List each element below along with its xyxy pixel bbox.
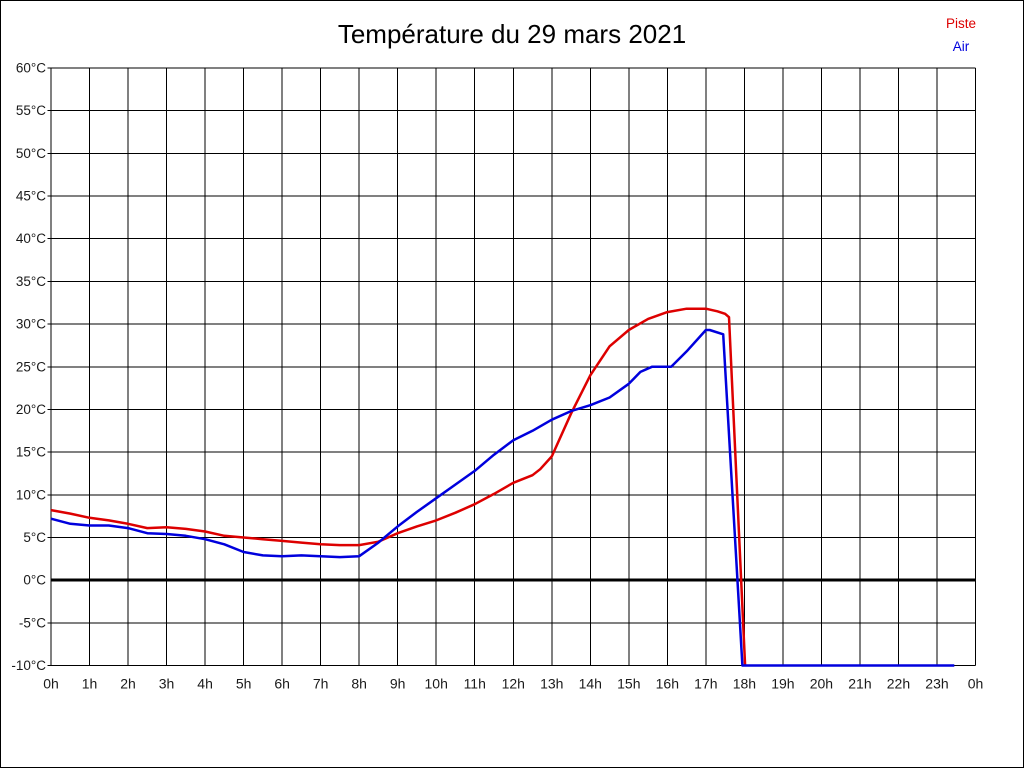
x-tick-label: 12h <box>502 676 525 692</box>
x-tick-label: 6h <box>274 676 290 692</box>
air-line <box>50 328 955 667</box>
y-tick-label: 45°C <box>16 189 46 204</box>
grid-lines <box>47 67 976 666</box>
y-tick-label: 10°C <box>16 487 46 502</box>
y-tick-label: 35°C <box>16 274 46 289</box>
x-tick-label: 8h <box>351 676 367 692</box>
x-tick-label: 3h <box>159 676 175 692</box>
y-tick-label: -10°C <box>11 658 46 673</box>
y-tick-label: 20°C <box>16 402 46 417</box>
x-tick-label: 21h <box>848 676 871 692</box>
x-tick-label: 23h <box>925 676 948 692</box>
x-tick-label: 17h <box>694 676 717 692</box>
x-tick-label: 2h <box>120 676 136 692</box>
y-tick-label: 15°C <box>16 445 46 460</box>
y-tick-label: -5°C <box>19 615 46 630</box>
y-tick-label: 60°C <box>16 61 46 76</box>
x-tick-label: 11h <box>464 676 486 692</box>
y-axis-labels: -10°C -5°C 0°C 5°C 10°C 15°C 20°C 25°C 30°C 35°C 4… <box>11 61 46 674</box>
y-tick-label: 30°C <box>16 317 46 332</box>
x-tick-label: 19h <box>771 676 794 692</box>
y-tick-label: 50°C <box>16 146 46 161</box>
x-tick-label: 14h <box>579 676 602 692</box>
x-tick-label: 22h <box>887 676 910 692</box>
x-tick-label: 7h <box>313 676 329 692</box>
y-tick-label: 5°C <box>23 530 46 545</box>
x-axis-labels: 0h 1h 2h 3h 4h 5h 6h 7h 8h 9h 10h 11h 12h 13h 14h 15h 16… <box>43 676 983 692</box>
x-tick-label: 0h <box>968 676 984 692</box>
x-tick-label: 18h <box>733 676 756 692</box>
y-tick-label: 25°C <box>16 359 46 374</box>
x-tick-label: 20h <box>810 676 833 692</box>
x-tick-label: 9h <box>390 676 406 692</box>
x-tick-label: 10h <box>425 676 448 692</box>
x-tick-label: 15h <box>617 676 640 692</box>
x-tick-label: 1h <box>82 676 98 692</box>
x-tick-label: 5h <box>236 676 252 692</box>
x-tick-label: 16h <box>656 676 679 692</box>
legend-item-piste: Piste <box>945 16 976 31</box>
legend-item-air: Air <box>952 39 970 54</box>
x-tick-label: 13h <box>540 676 563 692</box>
x-tick-label: 4h <box>197 676 213 692</box>
chart-title: Température du 29 mars 2021 <box>337 19 687 49</box>
y-tick-label: 0°C <box>23 573 46 588</box>
legend: Piste Air <box>929 12 993 58</box>
x-tick-label: 0h <box>43 676 59 692</box>
y-tick-label: 55°C <box>16 103 46 118</box>
y-tick-label: 40°C <box>16 231 46 246</box>
piste-line <box>50 307 747 666</box>
